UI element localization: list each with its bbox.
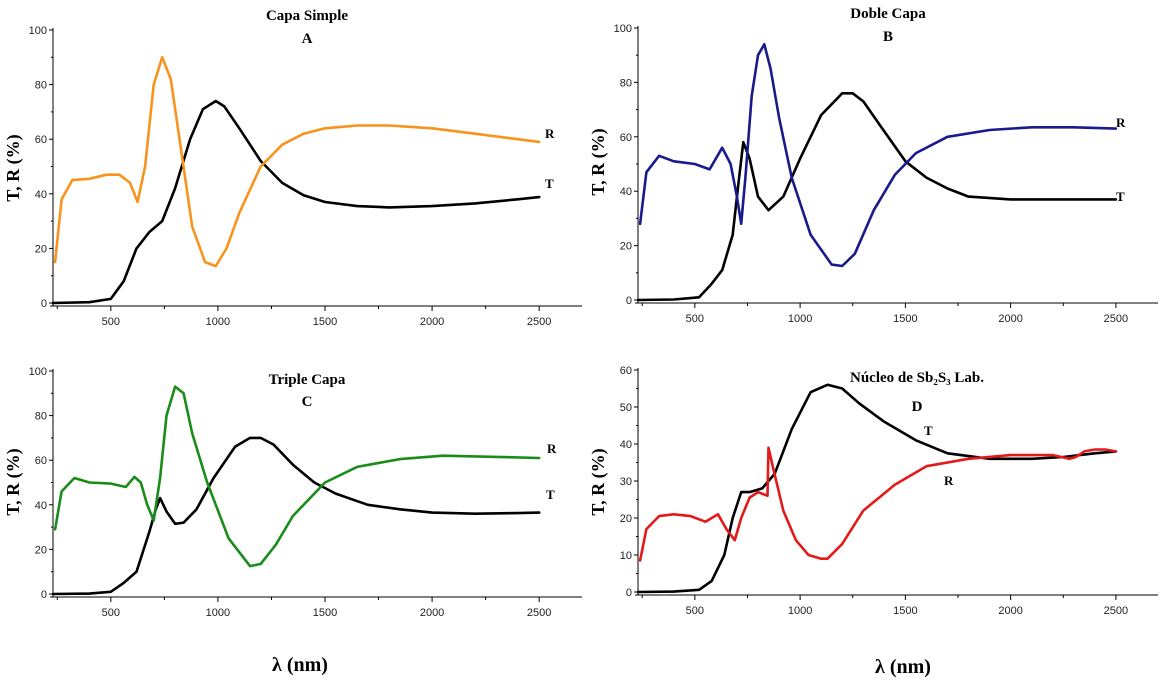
- chart-subtitle: C: [302, 394, 313, 410]
- y-tick-label: 100: [614, 23, 632, 35]
- y-tick-label: 0: [41, 589, 47, 601]
- x-tick-label: 2500: [1104, 313, 1128, 325]
- y-tick-label: 80: [35, 411, 47, 423]
- chart-title: Núcleo de Sb₂S₃ Lab.: [850, 370, 984, 386]
- chart-title: Doble Capa: [850, 6, 926, 22]
- x-tick-label: 2500: [527, 316, 551, 328]
- y-axis-label: T, R (%): [3, 448, 24, 515]
- x-tick-label: 500: [102, 316, 120, 328]
- x-axis-label-1: λ (nm): [272, 654, 328, 676]
- x-tick-label: 1500: [893, 313, 917, 325]
- y-axis-label: T, R (%): [588, 128, 609, 195]
- chart-panel-2: 0 20 40 60 80 100 500 1000 1500 2000 2500 T, R (%) D…: [588, 6, 1158, 325]
- y-tick-label: 0: [626, 295, 632, 307]
- y-tick-label: 60: [35, 134, 47, 146]
- x-tick-label: 2500: [1104, 605, 1128, 617]
- chart-panel-4: 0 10 20 30 40 50 60 500 1000 1500 2000 2500 T, R (%)…: [588, 365, 1158, 617]
- x-tick-label: 1500: [313, 607, 337, 619]
- series-line-t: [636, 92, 1118, 302]
- y-axis-label: T, R (%): [588, 448, 609, 515]
- curve-label-t: T: [546, 487, 555, 502]
- y-tick-label: 40: [35, 189, 47, 201]
- x-tick-label: 2500: [527, 607, 551, 619]
- x-tick-label: 2000: [420, 607, 444, 619]
- x-tick-label: 1500: [313, 316, 337, 328]
- series-line-r: [638, 43, 1118, 268]
- chart-panel-1: 0 20 40 60 80 100 500 1000 1500 2000 2500 T, R (%) C…: [3, 8, 582, 328]
- series-line-t: [51, 99, 541, 305]
- y-tick-label: 20: [620, 513, 632, 525]
- y-tick-label: 20: [35, 243, 47, 255]
- x-axis-label-2: λ (nm): [875, 656, 931, 678]
- x-tick-label: 1000: [206, 316, 230, 328]
- x-tick-label: 1000: [206, 607, 230, 619]
- series-line-t: [51, 436, 541, 596]
- y-tick-label: 30: [620, 476, 632, 488]
- y-tick-label: 80: [35, 80, 47, 92]
- y-tick-label: 60: [620, 365, 632, 377]
- x-tick-label: 500: [686, 605, 704, 617]
- x-tick-label: 2000: [998, 605, 1022, 617]
- chart-panel-3: 0 20 40 60 80 100 500 1000 1500 2000 2500 T, R (%) T…: [3, 366, 582, 619]
- y-tick-label: 20: [35, 544, 47, 556]
- curve-label-t: T: [924, 423, 933, 438]
- x-tick-label: 500: [686, 313, 704, 325]
- curve-label-t: T: [1116, 189, 1125, 204]
- x-tick-label: 1000: [788, 313, 812, 325]
- series-line-r: [53, 385, 541, 568]
- x-tick-label: 1000: [788, 605, 812, 617]
- y-tick-label: 50: [620, 402, 632, 414]
- y-tick-label: 20: [620, 241, 632, 253]
- y-tick-label: 40: [620, 439, 632, 451]
- y-tick-label: 60: [35, 455, 47, 467]
- y-tick-label: 80: [620, 77, 632, 89]
- x-tick-label: 1500: [893, 605, 917, 617]
- curve-label-t: T: [545, 176, 554, 191]
- chart-subtitle: A: [302, 31, 313, 47]
- curve-label-r: R: [547, 441, 557, 456]
- y-tick-label: 100: [29, 25, 47, 37]
- series-line-r: [638, 446, 1118, 562]
- x-tick-label: 2000: [998, 313, 1022, 325]
- y-tick-label: 0: [626, 587, 632, 599]
- curve-label-r: R: [1116, 115, 1126, 130]
- x-tick-label: 500: [102, 607, 120, 619]
- y-tick-label: 60: [620, 132, 632, 144]
- y-axis-label: T, R (%): [3, 134, 24, 201]
- curve-label-r: R: [545, 126, 555, 141]
- chart-title: Capa Simple: [266, 8, 348, 24]
- chart-subtitle: B: [883, 29, 893, 45]
- y-tick-label: 40: [35, 500, 47, 512]
- y-tick-label: 40: [620, 186, 632, 198]
- x-tick-label: 2000: [420, 316, 444, 328]
- chart-subtitle: D: [912, 399, 923, 415]
- y-tick-label: 100: [29, 366, 47, 378]
- chart-title: Triple Capa: [269, 372, 346, 388]
- series-line-r: [53, 56, 541, 268]
- y-tick-label: 10: [620, 550, 632, 562]
- series-line-t: [636, 383, 1118, 594]
- curve-label-r: R: [944, 473, 954, 488]
- y-tick-label: 0: [41, 298, 47, 310]
